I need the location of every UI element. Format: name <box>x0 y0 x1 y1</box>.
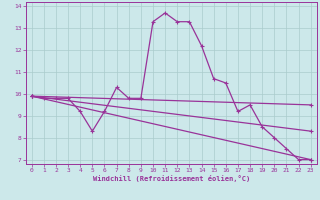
X-axis label: Windchill (Refroidissement éolien,°C): Windchill (Refroidissement éolien,°C) <box>92 175 250 182</box>
